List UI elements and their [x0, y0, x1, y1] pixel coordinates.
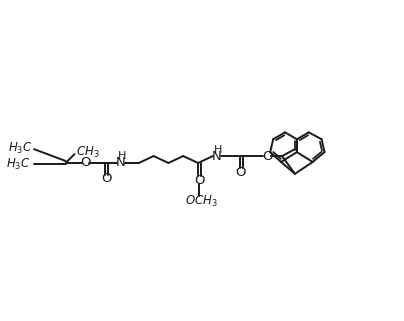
- Text: O: O: [194, 174, 204, 187]
- Text: H: H: [214, 145, 222, 155]
- Text: $CH_3$: $CH_3$: [76, 144, 99, 160]
- Text: N: N: [212, 150, 222, 162]
- Text: O: O: [101, 172, 112, 185]
- Text: $OCH_3$: $OCH_3$: [185, 194, 217, 209]
- Text: N: N: [116, 156, 126, 169]
- Text: $H_3C$: $H_3C$: [6, 156, 31, 171]
- Text: O: O: [235, 166, 246, 179]
- Text: $H_3C$: $H_3C$: [8, 141, 33, 156]
- Text: O: O: [262, 150, 272, 162]
- Text: H: H: [118, 151, 126, 161]
- Text: O: O: [80, 156, 90, 169]
